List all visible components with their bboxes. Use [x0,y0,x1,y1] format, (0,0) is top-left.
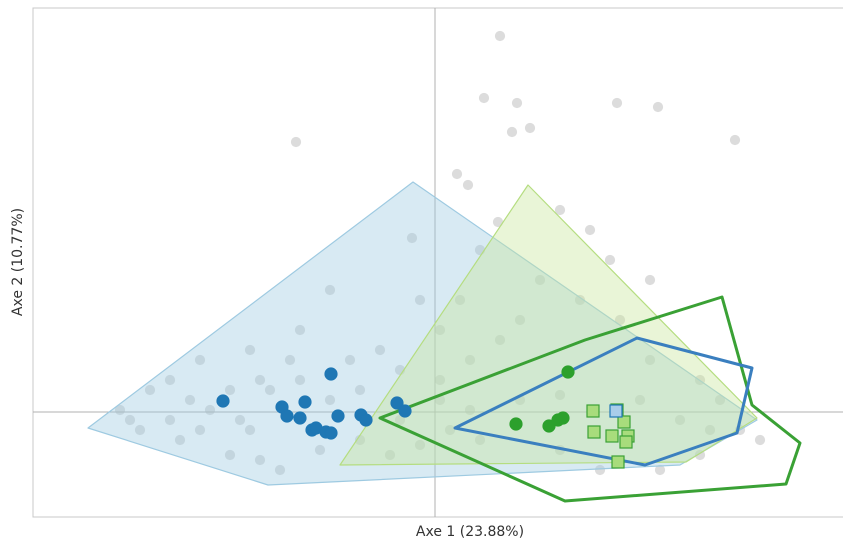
point [654,464,666,476]
point [344,354,356,366]
point [611,455,625,469]
point [454,294,466,306]
point [184,394,196,406]
point [644,274,656,286]
point [174,434,186,446]
point [644,354,656,366]
point [354,384,366,396]
point [254,374,266,386]
point [444,424,456,436]
point [274,464,286,476]
point [451,168,463,180]
point [704,424,716,436]
point [384,449,396,461]
point [298,395,312,409]
point [414,439,426,451]
point [524,122,536,134]
point [594,464,606,476]
point [509,417,523,431]
point [194,424,206,436]
point [587,425,601,439]
point [617,415,631,429]
point [284,354,296,366]
point [194,354,206,366]
point [294,324,306,336]
point [605,429,619,443]
point [634,394,646,406]
point [224,449,236,461]
point [331,409,345,423]
point [514,314,526,326]
point [542,419,556,433]
point [462,179,474,191]
point [324,394,336,406]
point [464,354,476,366]
point [611,97,623,109]
point [280,409,294,423]
point [554,204,566,216]
point [414,294,426,306]
plot-frame [32,7,843,518]
point [359,413,373,427]
point [314,444,326,456]
point [652,101,664,113]
point [254,454,266,466]
point [324,284,336,296]
point [390,396,404,410]
point [244,344,256,356]
point [729,134,741,146]
point [290,136,302,148]
point [561,365,575,379]
point [124,414,136,426]
point [511,97,523,109]
point [556,411,570,425]
point [144,384,156,396]
point [224,384,236,396]
point [216,394,230,408]
point [714,394,726,406]
hull [378,295,802,503]
point [374,344,386,356]
point [554,389,566,401]
point [406,232,418,244]
point [294,374,306,386]
point [586,404,600,418]
point [164,414,176,426]
point [478,92,490,104]
point [694,449,706,461]
point [398,404,412,418]
point [754,434,766,446]
point [293,411,307,425]
point [494,334,506,346]
point [609,404,623,418]
point [394,414,406,426]
point [134,424,146,436]
point [674,414,686,426]
point [164,374,176,386]
point [619,435,633,449]
point [324,426,338,440]
point [244,424,256,436]
point [534,274,546,286]
y-axis-label: Axe 2 (10.77%) [10,208,26,316]
point [494,30,506,42]
x-axis-label: Axe 1 (23.88%) [416,524,524,540]
point [584,224,596,236]
point [604,254,616,266]
point [264,384,276,396]
point [506,126,518,138]
point [324,367,338,381]
point [474,434,486,446]
point [234,414,246,426]
